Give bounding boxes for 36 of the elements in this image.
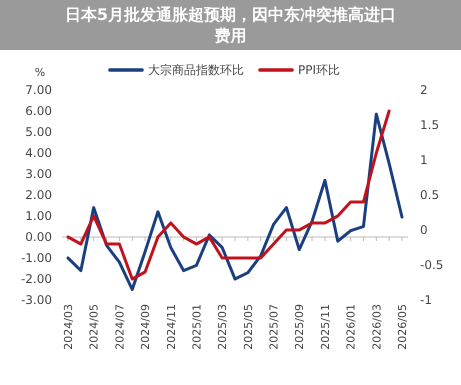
y-tick-label: 2.00: [25, 188, 52, 202]
x-tick-label: 2026/03: [370, 304, 384, 350]
x-tick-label: 2025/05: [242, 304, 255, 350]
y2-tick-label: -1: [420, 293, 432, 307]
y-tick-label: 5.00: [25, 125, 52, 139]
y-tick-label: 6.00: [25, 104, 52, 118]
y-tick-label: 7.00: [25, 83, 52, 97]
x-tick-label: 2026/05: [396, 304, 409, 350]
legend-label: 大宗商品指数环比: [148, 63, 244, 77]
y-tick-label: -2.00: [20, 272, 52, 286]
y2-tick-label: 2: [420, 83, 428, 97]
x-tick-label: 2025/11: [318, 304, 332, 350]
y-tick-label: 4.00: [25, 146, 52, 160]
y2-tick-label: -0.5: [420, 258, 444, 272]
y2-tick-label: 1.5: [420, 118, 440, 132]
y-tick-label: -3.00: [20, 293, 52, 307]
y2-tick-label: 0: [420, 223, 428, 237]
x-tick-label: 2024/05: [88, 304, 101, 350]
y-tick-label: 1.00: [25, 209, 52, 223]
y-axis-title: %: [34, 66, 46, 79]
x-tick-label: 2025/07: [268, 304, 281, 350]
y2-tick-label: 0.5: [420, 188, 440, 202]
x-tick-label: 2025/09: [293, 304, 306, 350]
legend-label: PPI环比: [298, 63, 340, 77]
x-tick-label: 2026/01: [344, 304, 358, 350]
x-tick-label: 2025/03: [216, 304, 230, 350]
y-tick-label: 3.00: [25, 167, 52, 181]
y2-tick-label: 1: [420, 153, 428, 167]
x-tick-label: 2024/09: [139, 304, 152, 350]
x-tick-label: 2024/11: [164, 304, 178, 350]
x-tick-label: 2024/03: [62, 304, 75, 350]
annotation: 日本5月批发通胀超预期，因中东冲突推高进口费用: [0, 0, 461, 50]
y-tick-label: -1.00: [20, 251, 52, 265]
x-tick-label: 2025/01: [190, 304, 204, 350]
y-tick-label: 0.00: [25, 230, 52, 244]
x-tick-label: 2024/07: [113, 304, 126, 350]
